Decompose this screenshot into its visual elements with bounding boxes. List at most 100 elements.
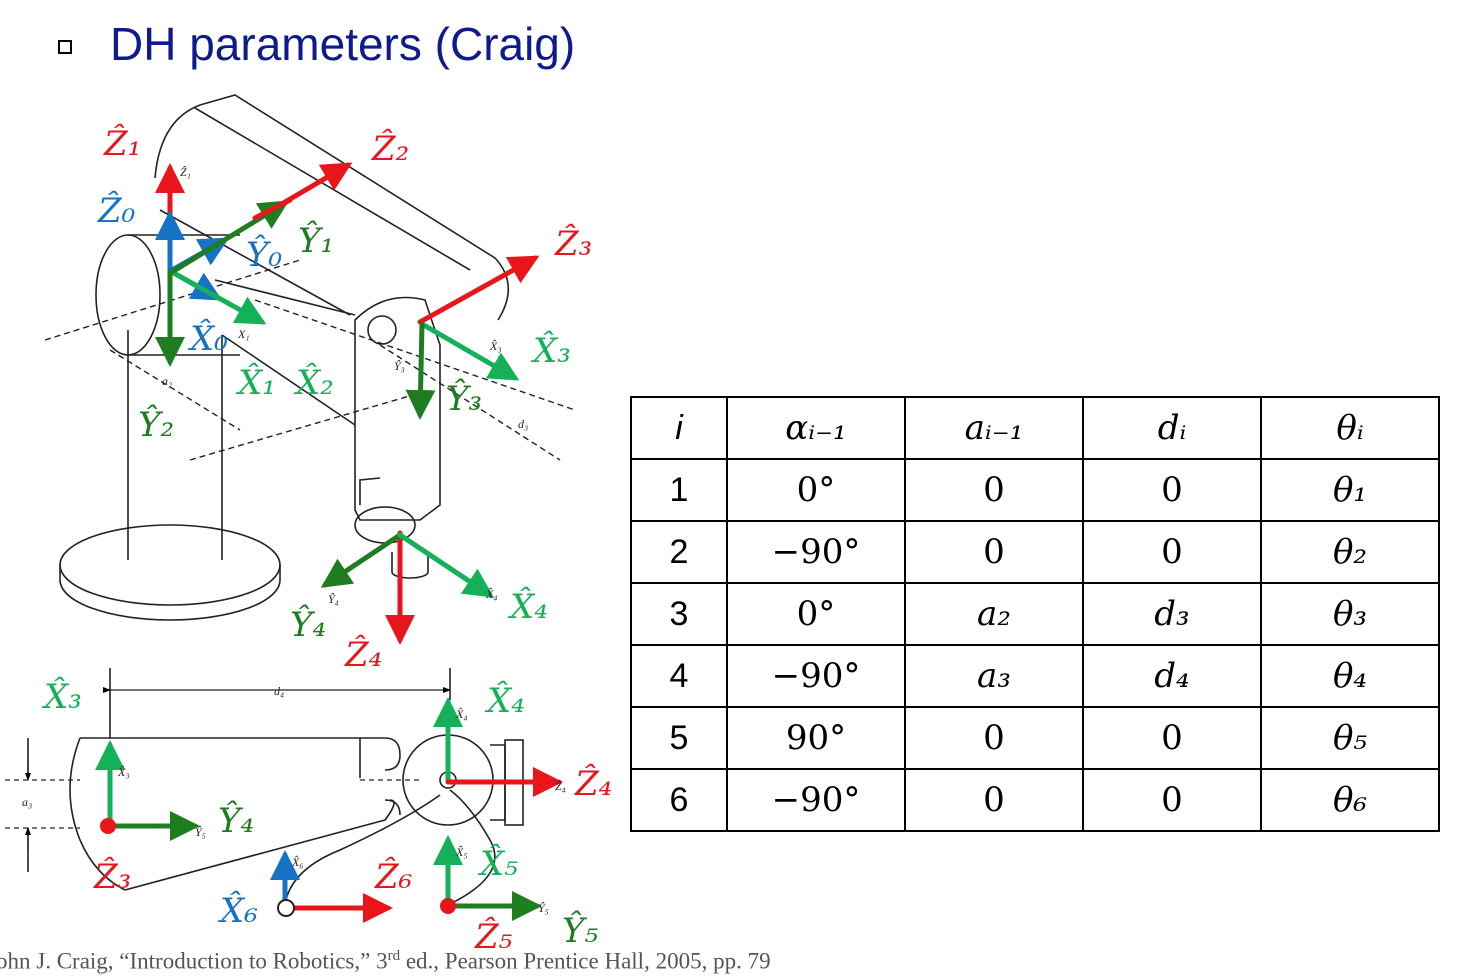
label-b-y5: Ŷ₅	[562, 910, 598, 951]
cell-a: a₂	[904, 582, 1084, 646]
label-b-x5: X̂₅	[477, 843, 518, 884]
label-sx4-small: X̂₄	[485, 587, 498, 601]
b-z6-dot-icon	[277, 899, 295, 917]
header-i: i	[630, 396, 728, 460]
cell-i: 4	[630, 644, 728, 708]
table-row: 1 0° 0 0 θ₁	[630, 458, 1440, 522]
cell-theta: θ₃	[1260, 582, 1440, 646]
label-z3: Ẑ₃	[554, 223, 592, 264]
header-d: dᵢ	[1082, 396, 1262, 460]
label-x2: X̂₂	[293, 362, 334, 403]
z3-axis-arrow	[417, 255, 540, 325]
label-b-z6: Ẑ₆	[374, 856, 412, 897]
label-d3-small: d₃	[518, 417, 528, 431]
small-labels: a₂ d₃ d₄ a₃ Ẑ₁ X₁ Ŷ₃ X̂₃ Ŷ₄ X̂₄ X̂₃ Ŷ₅ X…	[22, 165, 566, 915]
cell-theta: θ₂	[1260, 520, 1440, 584]
label-bsz4-small: Ẑ₄	[555, 779, 566, 793]
checkbox-bullet-icon	[58, 40, 72, 54]
cell-i: 1	[630, 458, 728, 522]
label-y4: Ŷ₄	[290, 604, 326, 645]
label-bsy5-small: Ŷ₅	[195, 825, 206, 839]
label-y1: Ŷ₁	[298, 220, 334, 261]
b-z3-dot-icon	[100, 818, 116, 834]
label-sx3-small: X̂₃	[489, 339, 502, 353]
cell-d: 0	[1082, 458, 1262, 522]
label-bsx5-small: X̂₅	[455, 845, 468, 859]
cell-alpha: 0°	[726, 582, 906, 646]
table-row: 4 −90° a₃ d₄ θ₄	[630, 644, 1440, 708]
cell-d: d₃	[1082, 582, 1262, 646]
cell-theta: θ₆	[1260, 768, 1440, 832]
label-sz1-small: Ẑ₁	[180, 165, 191, 179]
label-b-x6: X̂₆	[217, 890, 258, 931]
cell-alpha: −90°	[726, 644, 906, 708]
cell-d: 0	[1082, 520, 1262, 584]
y4-axis-arrow	[320, 532, 403, 588]
cell-theta: θ₄	[1260, 644, 1440, 708]
label-sy4-small: Ŷ₄	[328, 592, 339, 606]
label-y0: Ŷ₀	[246, 234, 282, 275]
cell-a: a₃	[904, 644, 1084, 708]
cell-alpha: −90°	[726, 520, 906, 584]
citation-sup: rd	[387, 948, 401, 964]
label-z4: Ẑ₄	[344, 634, 382, 675]
cell-i: 5	[630, 706, 728, 770]
label-b-z5: Ẑ₅	[474, 916, 513, 957]
header-alpha: αᵢ₋₁	[726, 396, 906, 460]
label-z1: Ẑ₁	[103, 123, 141, 164]
y3-axis-arrow	[405, 321, 436, 420]
wrist-sketch	[5, 668, 524, 906]
cell-theta: θ₁	[1260, 458, 1440, 522]
citation-post: ed., Pearson Prentice Hall, 2005, pp. 79	[400, 948, 771, 974]
table-header-row: i αᵢ₋₁ aᵢ₋₁ dᵢ θᵢ	[630, 396, 1440, 460]
cell-alpha: −90°	[726, 768, 906, 832]
cell-theta: θ₅	[1260, 706, 1440, 770]
x3-axis-arrow	[419, 321, 520, 381]
cell-a: 0	[904, 706, 1084, 770]
table-row: 6 −90° 0 0 θ₆	[630, 768, 1440, 832]
label-d4-small: d₄	[274, 684, 284, 698]
citation: ohn J. Craig, “Introduction to Robotics,…	[0, 948, 771, 975]
label-x4: X̂₄	[507, 586, 548, 627]
label-bsx3-small: X̂₃	[117, 765, 130, 779]
axis-labels: Ẑ₁ Ẑ₀ Ẑ₂ Ŷ₀ Ŷ₁ Ẑ₃ X̂₀ X̂₃ X̂₁ X̂₂ Ŷ₃ Ŷ₂ …	[41, 123, 612, 957]
label-y2: Ŷ₂	[138, 404, 174, 445]
label-bsx6-small: X̂₆	[291, 855, 304, 869]
label-x3: X̂₃	[530, 330, 571, 371]
cell-d: d₄	[1082, 644, 1262, 708]
label-b-z4: Ẑ₄	[574, 763, 612, 804]
table-row: 2 −90° 0 0 θ₂	[630, 520, 1440, 584]
label-sy3-small: Ŷ₃	[394, 359, 405, 373]
label-bsy5b-small: Ŷ₅	[538, 901, 549, 915]
label-y3: Ŷ₃	[446, 378, 482, 419]
label-z2: Ẑ₂	[371, 128, 409, 169]
label-bsx4-small: X̂₄	[455, 707, 468, 721]
cell-i: 6	[630, 768, 728, 832]
top-frame-arrows	[155, 162, 540, 645]
label-b-x4: X̂₄	[484, 680, 525, 721]
label-z0: Ẑ₀	[97, 190, 136, 231]
dh-parameter-table: i αᵢ₋₁ aᵢ₋₁ dᵢ θᵢ 1 0° 0 0 θ₁ 2 −90° 0 0…	[630, 396, 1440, 832]
cell-a: 0	[904, 458, 1084, 522]
slide-title: DH parameters (Craig)	[110, 18, 576, 70]
robot-sketch	[44, 94, 576, 621]
slide-title-row: DH parameters (Craig)	[58, 14, 575, 74]
label-a2-small: a₂	[162, 374, 172, 388]
b-z5-dot-icon	[440, 898, 456, 914]
label-x0: X̂₀	[187, 318, 228, 359]
header-a: aᵢ₋₁	[904, 396, 1084, 460]
citation-pre: ohn J. Craig, “Introduction to Robotics,…	[0, 948, 388, 974]
cell-i: 3	[630, 582, 728, 646]
label-b-y4: Ŷ₄	[218, 800, 254, 841]
cell-alpha: 90°	[726, 706, 906, 770]
cell-alpha: 0°	[726, 458, 906, 522]
x1-axis-arrow	[169, 269, 267, 325]
x4-axis-arrow	[397, 532, 495, 598]
header-theta: θᵢ	[1260, 396, 1440, 460]
cell-a: 0	[904, 520, 1084, 584]
bottom-frame-arrows	[95, 697, 563, 923]
cell-a: 0	[904, 768, 1084, 832]
label-b-z3: Ẑ₃	[93, 856, 131, 897]
label-b-x3: X̂₃	[41, 676, 82, 717]
